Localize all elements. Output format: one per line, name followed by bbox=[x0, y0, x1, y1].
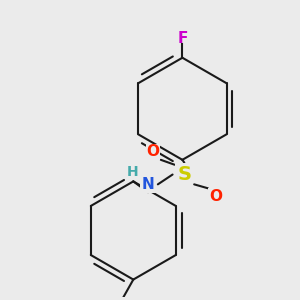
Text: N: N bbox=[142, 177, 154, 192]
Text: S: S bbox=[177, 165, 191, 184]
Text: O: O bbox=[146, 145, 159, 160]
Text: H: H bbox=[127, 165, 138, 178]
Text: F: F bbox=[177, 31, 188, 46]
Text: O: O bbox=[209, 189, 222, 204]
